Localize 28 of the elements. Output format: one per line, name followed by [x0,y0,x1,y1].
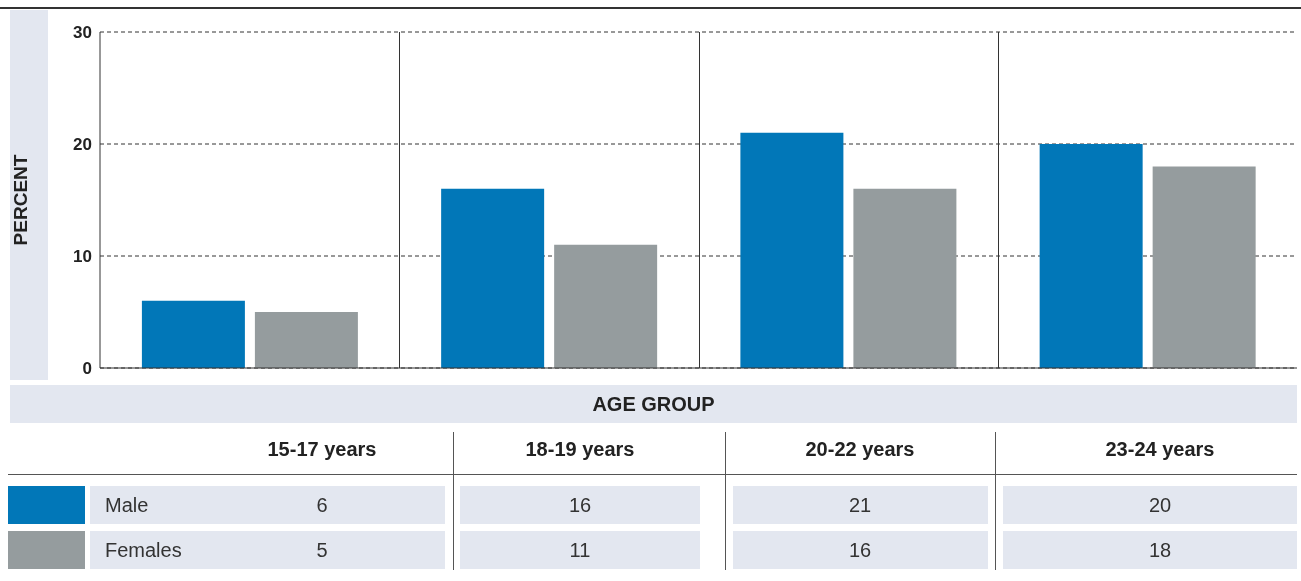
data-label: 21 [847,494,873,517]
y-tick-label: 30 [73,23,92,43]
x-tick-label: 15-17 years [266,438,378,461]
bar [1039,144,1143,368]
x-tick-label: 18-19 years [524,438,636,461]
data-label: 11 [568,539,592,562]
bar [554,244,658,368]
data-label: 20 [1147,494,1173,517]
data-label: 6 [315,494,329,517]
y-tick-label: 20 [73,135,92,155]
data-label: 16 [567,494,593,517]
bar [441,188,545,368]
y-tick-label: 10 [73,247,92,267]
bar [254,312,358,368]
bar [1152,166,1256,368]
y-axis-title: PERCENT [9,154,31,246]
data-label: 5 [315,539,329,562]
x-axis-title: AGE GROUP [10,385,1297,423]
y-tick-label: 0 [82,359,92,379]
data-label: 18 [1147,539,1173,562]
x-tick-label: 20-22 years [804,438,916,461]
x-tick-label: 23-24 years [1104,438,1216,461]
bar [141,300,245,368]
bar [740,132,844,368]
bar [853,188,957,368]
legend-label: Male [105,494,149,517]
legend-label: Females [105,539,182,562]
data-label: 16 [847,539,873,562]
